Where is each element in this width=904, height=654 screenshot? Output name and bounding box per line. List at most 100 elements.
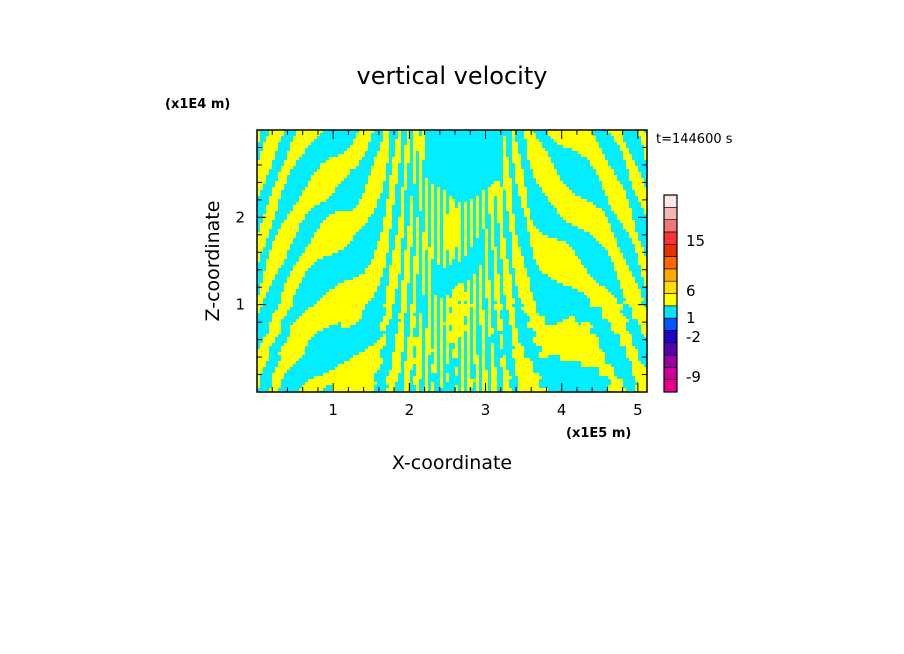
field-cell <box>305 163 308 166</box>
field-cell <box>326 229 329 232</box>
field-cell <box>572 208 575 211</box>
field-cell <box>425 133 428 136</box>
field-cell <box>449 226 452 229</box>
field-cell <box>293 208 296 211</box>
field-cell <box>632 226 635 229</box>
field-cell <box>569 226 572 229</box>
field-cell <box>317 199 320 202</box>
field-cell <box>443 136 446 139</box>
field-cell <box>281 232 284 235</box>
field-cell <box>626 187 629 190</box>
field-cell <box>584 142 587 145</box>
field-cell <box>467 181 470 184</box>
field-cell <box>509 208 512 211</box>
field-cell <box>452 211 455 214</box>
field-cell <box>365 202 368 205</box>
field-cell <box>287 151 290 154</box>
field-cell <box>452 190 455 193</box>
field-cell <box>353 190 356 193</box>
field-cell <box>302 244 305 247</box>
field-cell <box>443 139 446 142</box>
field-cell <box>266 217 269 220</box>
field-cell <box>311 175 314 178</box>
field-cell <box>317 211 320 214</box>
field-cell <box>260 208 263 211</box>
field-cell <box>554 160 557 163</box>
field-cell <box>575 223 578 226</box>
field-cell <box>590 169 593 172</box>
field-cell <box>407 130 410 133</box>
field-cell <box>530 235 533 238</box>
field-cell <box>386 133 389 136</box>
field-cell <box>389 148 392 151</box>
field-cell <box>407 199 410 202</box>
field-cell <box>374 211 377 214</box>
field-cell <box>482 139 485 142</box>
field-cell <box>578 229 581 232</box>
field-cell <box>566 172 569 175</box>
field-cell <box>416 190 419 193</box>
field-cell <box>542 130 545 133</box>
field-cell <box>635 166 638 169</box>
field-cell <box>257 223 260 226</box>
field-cell <box>260 217 263 220</box>
field-cell <box>497 199 500 202</box>
field-cell <box>542 157 545 160</box>
field-cell <box>320 190 323 193</box>
field-cell <box>632 235 635 238</box>
field-cell <box>281 238 284 241</box>
field-cell <box>584 178 587 181</box>
field-cell <box>599 232 602 235</box>
field-cell <box>524 208 527 211</box>
field-cell <box>476 226 479 229</box>
field-cell <box>581 157 584 160</box>
field-cell <box>356 142 359 145</box>
field-cell <box>569 142 572 145</box>
field-cell <box>608 145 611 148</box>
field-cell <box>473 175 476 178</box>
field-cell <box>551 229 554 232</box>
field-cell <box>476 208 479 211</box>
field-cell <box>485 220 488 223</box>
field-cell <box>272 163 275 166</box>
field-cell <box>473 160 476 163</box>
field-cell <box>374 199 377 202</box>
field-cell <box>308 205 311 208</box>
field-cell <box>359 136 362 139</box>
field-cell <box>572 235 575 238</box>
field-cell <box>611 226 614 229</box>
field-cell <box>305 241 308 244</box>
field-cell <box>371 208 374 211</box>
field-cell <box>371 199 374 202</box>
field-cell <box>338 178 341 181</box>
field-cell <box>581 154 584 157</box>
field-cell <box>485 238 488 241</box>
field-cell <box>335 202 338 205</box>
field-cell <box>524 184 527 187</box>
field-cell <box>377 226 380 229</box>
field-cell <box>599 187 602 190</box>
field-cell <box>356 205 359 208</box>
field-cell <box>440 229 443 232</box>
field-cell <box>620 154 623 157</box>
field-cell <box>371 226 374 229</box>
field-cell <box>479 187 482 190</box>
field-cell <box>590 184 593 187</box>
field-cell <box>590 172 593 175</box>
field-cell <box>386 244 389 247</box>
field-cell <box>365 139 368 142</box>
field-cell <box>572 229 575 232</box>
field-cell <box>644 205 647 208</box>
field-cell <box>635 184 638 187</box>
field-cell <box>608 163 611 166</box>
field-cell <box>371 151 374 154</box>
field-cell <box>368 196 371 199</box>
field-cell <box>314 202 317 205</box>
field-cell <box>605 166 608 169</box>
field-cell <box>299 223 302 226</box>
field-cell <box>515 211 518 214</box>
field-cell <box>521 130 524 133</box>
field-cell <box>377 235 380 238</box>
field-cell <box>452 133 455 136</box>
field-cell <box>515 148 518 151</box>
